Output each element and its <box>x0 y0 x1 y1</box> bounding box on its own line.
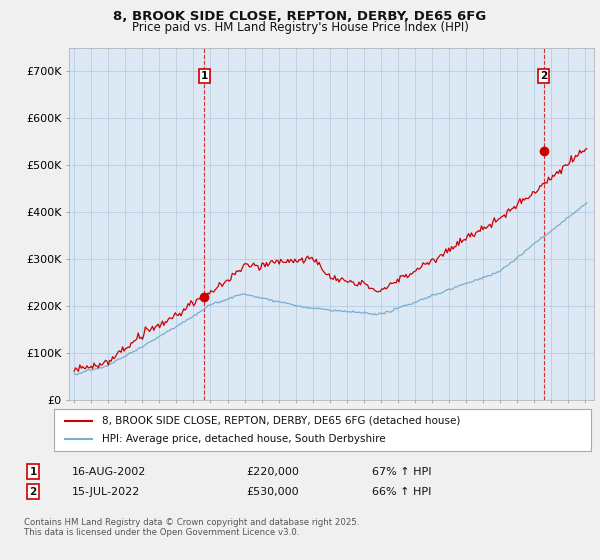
Text: Contains HM Land Registry data © Crown copyright and database right 2025.
This d: Contains HM Land Registry data © Crown c… <box>24 518 359 538</box>
Text: HPI: Average price, detached house, South Derbyshire: HPI: Average price, detached house, Sout… <box>103 434 386 444</box>
Text: 1: 1 <box>29 466 37 477</box>
Text: 67% ↑ HPI: 67% ↑ HPI <box>372 466 431 477</box>
Text: 2: 2 <box>29 487 37 497</box>
Text: 16-AUG-2002: 16-AUG-2002 <box>72 466 146 477</box>
Text: 8, BROOK SIDE CLOSE, REPTON, DERBY, DE65 6FG: 8, BROOK SIDE CLOSE, REPTON, DERBY, DE65… <box>113 10 487 23</box>
Text: 1: 1 <box>200 71 208 81</box>
Text: 66% ↑ HPI: 66% ↑ HPI <box>372 487 431 497</box>
Text: £530,000: £530,000 <box>246 487 299 497</box>
Text: 15-JUL-2022: 15-JUL-2022 <box>72 487 140 497</box>
Text: £220,000: £220,000 <box>246 466 299 477</box>
Text: 8, BROOK SIDE CLOSE, REPTON, DERBY, DE65 6FG (detached house): 8, BROOK SIDE CLOSE, REPTON, DERBY, DE65… <box>103 416 461 426</box>
Text: 2: 2 <box>540 71 547 81</box>
Text: Price paid vs. HM Land Registry's House Price Index (HPI): Price paid vs. HM Land Registry's House … <box>131 21 469 34</box>
